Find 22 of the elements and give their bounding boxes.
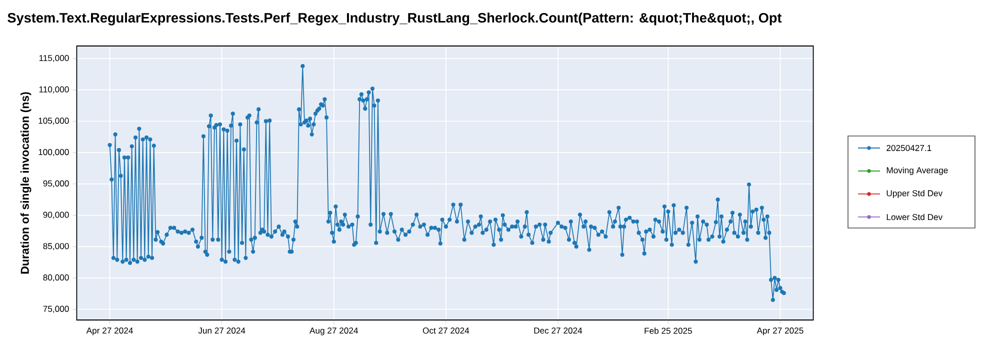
- legend-label: Upper Std Dev: [886, 190, 943, 198]
- y-tick-label: 90,000: [43, 212, 69, 219]
- y-tick-label: 100,000: [38, 149, 69, 156]
- x-tick-label: Apr 27 2025: [756, 328, 804, 336]
- y-tick-label: 75,000: [43, 306, 69, 313]
- x-tick-label: Oct 27 2024: [422, 328, 470, 334]
- y-tick-label: 105,000: [38, 118, 69, 125]
- y-tick-label: 80,000: [43, 274, 69, 282]
- legend-label: Moving Average: [886, 166, 948, 175]
- y-tick-label: 95,000: [43, 180, 69, 188]
- legend-label: 20250427.1: [886, 144, 932, 152]
- x-tick-label: Aug 27 2024: [310, 328, 358, 336]
- x-tick-label: Jun 27 2024: [198, 328, 246, 334]
- x-tick-label: Dec 27 2024: [534, 328, 582, 334]
- y-tick-label: 85,000: [43, 243, 69, 250]
- chart-title: System.Text.RegularExpressions.Tests.Perf_Regex_Industry_RustLang_Sherlock.Count(Pattern: &quot;The&quot;, Opt: [8, 12, 782, 26]
- x-tick-label: Feb 25 2025: [644, 328, 692, 334]
- x-tick-label: Apr 27 2024: [86, 328, 133, 336]
- legend-label: Lower Std Dev: [886, 214, 943, 220]
- y-tick-label: 110,000: [39, 86, 69, 94]
- y-tick-label: 115,000: [39, 54, 69, 62]
- y-axis-title: Duration of single invocation (ns): [20, 92, 32, 274]
